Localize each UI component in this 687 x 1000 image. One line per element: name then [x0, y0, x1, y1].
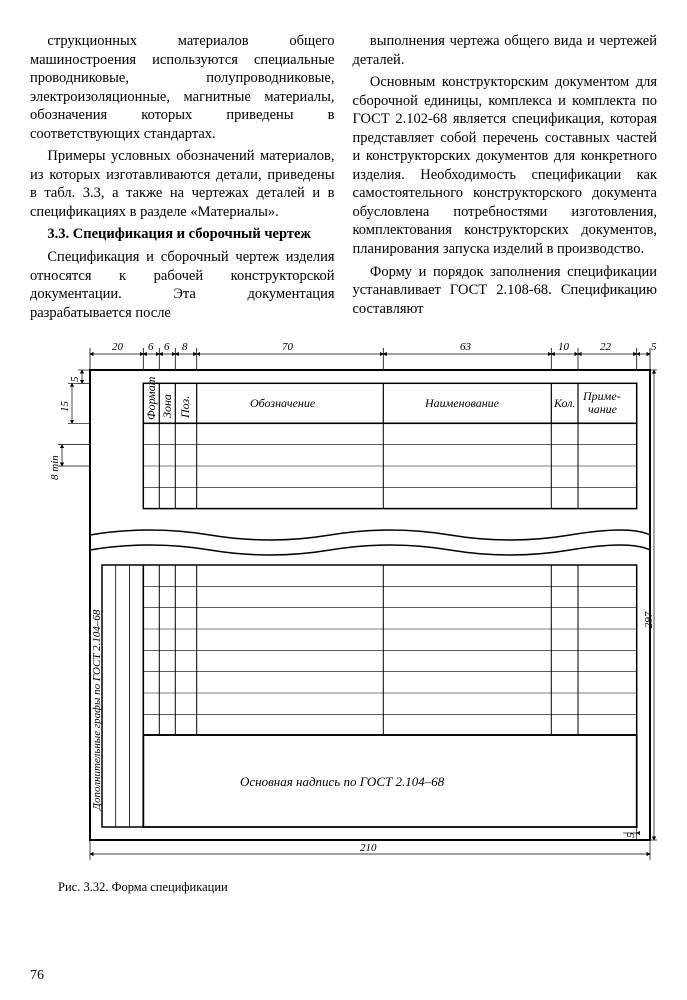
left-dimensions: 5 15 8 min	[49, 370, 90, 480]
dim-label: 70	[282, 341, 294, 353]
col-header: Обозначение	[250, 396, 316, 410]
col-header: Поз.	[178, 396, 192, 419]
specification-form-diagram: 20 6 6 8 70 63 10 22 5	[30, 340, 657, 870]
paragraph: выполнения чертежа общего вида и чертеже…	[353, 32, 658, 69]
col-header: Кол.	[553, 396, 575, 410]
side-label: Дополнительные графы по ГОСТ 2.104–68	[91, 609, 103, 811]
col-header: чание	[588, 402, 618, 416]
dim-label: 10	[558, 341, 570, 353]
figure-3-32: 20 6 6 8 70 63 10 22 5	[30, 340, 657, 895]
dim-label: 297	[643, 611, 655, 628]
top-dimensions: 20 6 6 8 70 63 10 22 5	[90, 341, 657, 370]
text-columns: струкционных материалов общего машиностр…	[30, 32, 657, 326]
dim-label: 6	[164, 341, 170, 353]
dim-label: 15	[59, 401, 71, 413]
document-page: струкционных материалов общего машиностр…	[0, 0, 687, 1000]
col-header: Зона	[160, 394, 174, 418]
additional-columns: Дополнительные графы по ГОСТ 2.104–68	[91, 565, 143, 827]
paragraph: Основным конструкторским документом для …	[353, 73, 658, 258]
header-row: Формат Зона Поз. Обозначение Наименовани…	[143, 376, 636, 423]
dim-label: 22	[600, 341, 612, 353]
right-column: выполнения чертежа общего вида и чертеже…	[353, 32, 658, 326]
dim-label: 63	[460, 341, 472, 353]
figure-caption: Рис. 3.32. Форма спецификации	[58, 880, 657, 895]
section-heading: 3.3. Спецификация и сборочный чертеж	[30, 225, 335, 244]
col-header: Наименование	[424, 396, 500, 410]
col-header: Формат	[144, 376, 158, 420]
rows-lower	[143, 565, 636, 735]
paragraph: Примеры условных обозначений материалов,…	[30, 147, 335, 221]
paragraph: Спецификация и сборочный чертеж изделия …	[30, 248, 335, 322]
sheet-border	[90, 370, 650, 840]
title-block-label: Основная надпись по ГОСТ 2.104–68	[240, 774, 445, 789]
left-column: струкционных материалов общего машиностр…	[30, 32, 335, 326]
dim-label: 5	[69, 376, 81, 382]
break-line-bottom	[90, 545, 650, 555]
dim-label: 20	[112, 341, 124, 353]
bottom-dimensions: 5 210	[90, 827, 650, 860]
paragraph: Форму и порядок заполнения спецификации …	[353, 263, 658, 319]
col-header: Приме-	[582, 389, 621, 403]
page-number: 76	[30, 968, 44, 984]
dim-label: 5	[625, 832, 637, 838]
dim-label: 210	[360, 842, 377, 854]
break-line-top	[90, 530, 650, 540]
dim-label: 8	[182, 341, 188, 353]
rows-upper	[143, 424, 636, 509]
dim-label: 8 min	[49, 455, 61, 480]
dim-label: 5	[651, 341, 657, 353]
paragraph: струкционных материалов общего машиностр…	[30, 32, 335, 143]
dim-label: 6	[148, 341, 154, 353]
title-block: Основная надпись по ГОСТ 2.104–68	[143, 735, 636, 827]
